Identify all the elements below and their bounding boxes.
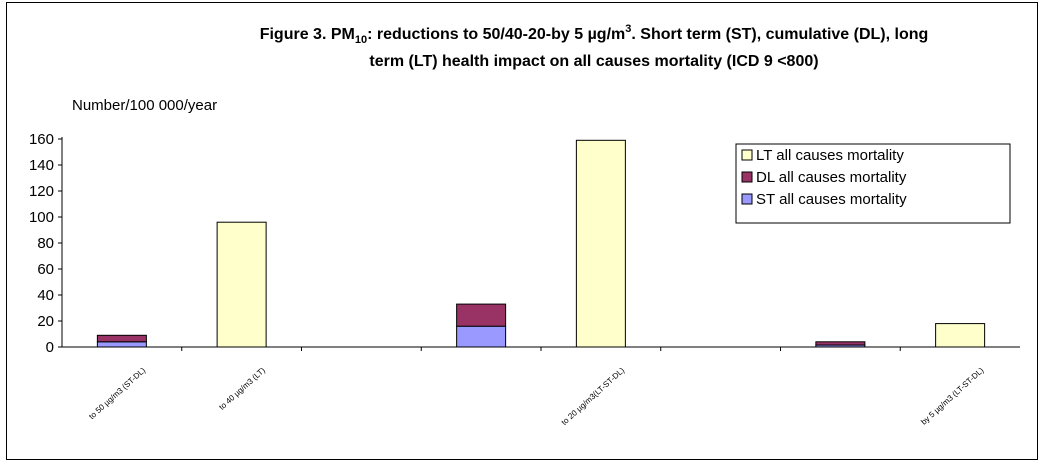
bar-dl-0 bbox=[96, 334, 147, 343]
y-ticks: 0 20 40 60 80 100 120 140 160 bbox=[29, 131, 62, 356]
x-category-labels: to 50 µg/m3 (ST-DL) to 40 µg/m3 (LT) to 20… bbox=[87, 366, 985, 427]
bar-dl-4 bbox=[815, 341, 866, 346]
y-tick-label: 40 bbox=[37, 287, 54, 304]
bar-dl-2 bbox=[456, 303, 507, 327]
legend-label-lt: LT all causes mortality bbox=[756, 147, 904, 164]
chart-title-line-1: Figure 3. PM10: reductions to 50/40-20-b… bbox=[260, 23, 929, 46]
bar-st-0 bbox=[96, 341, 147, 348]
y-tick-label: 100 bbox=[29, 209, 54, 226]
y-tick-label: 80 bbox=[37, 235, 54, 252]
x-category-label: to 40 µg/m3 (LT) bbox=[217, 366, 267, 412]
x-category-label: by 5 µg/m3 (LT-ST-DL) bbox=[919, 366, 985, 427]
y-tick-label: 20 bbox=[37, 313, 54, 330]
x-category-label: to 50 µg/m3 (ST-DL) bbox=[87, 366, 147, 422]
y-tick-label: 160 bbox=[29, 131, 54, 148]
bar-lt-5 bbox=[935, 323, 986, 348]
y-tick-label: 140 bbox=[29, 157, 54, 174]
y-axis-label: Number/100 000/year bbox=[72, 97, 217, 114]
chart-frame bbox=[6, 2, 1038, 460]
legend: LT all causes mortality DL all causes mor… bbox=[735, 143, 1011, 224]
bars bbox=[96, 139, 986, 348]
y-tick-label: 120 bbox=[29, 183, 54, 200]
chart-title-line-2: term (LT) health impact on all causes mo… bbox=[369, 53, 818, 70]
legend-swatch-dl bbox=[741, 171, 753, 183]
y-tick-label: 60 bbox=[37, 261, 54, 278]
legend-swatch-st bbox=[741, 193, 753, 205]
bar-lt-1 bbox=[216, 221, 267, 348]
legend-swatch-lt bbox=[741, 149, 753, 161]
x-category-label: to 20 µg/m3(LT-ST-DL) bbox=[560, 366, 627, 427]
bar-lt-3 bbox=[575, 139, 626, 348]
y-tick-label: 0 bbox=[46, 339, 54, 356]
legend-label-dl: DL all causes mortality bbox=[756, 169, 907, 186]
legend-label-st: ST all causes mortality bbox=[756, 191, 907, 208]
bar-st-2 bbox=[456, 325, 507, 348]
legend-box bbox=[735, 143, 1011, 224]
